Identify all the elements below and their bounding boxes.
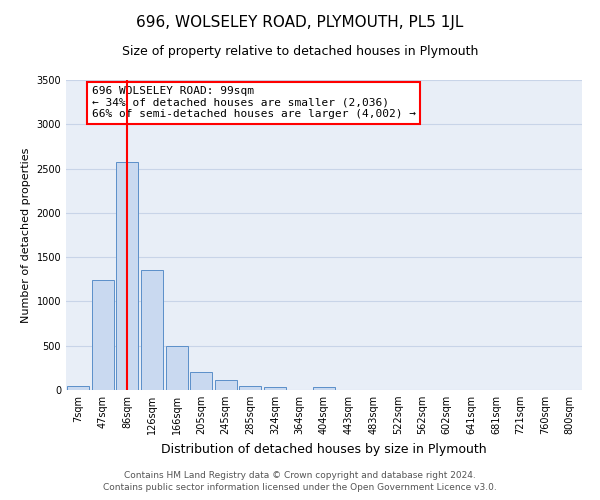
Bar (92, 280, 114, 390)
Bar (67, 386, 89, 390)
Bar (215, 380, 237, 390)
Text: 696, WOLSELEY ROAD, PLYMOUTH, PL5 1JL: 696, WOLSELEY ROAD, PLYMOUTH, PL5 1JL (136, 15, 464, 30)
Bar (141, 270, 163, 390)
Text: Size of property relative to detached houses in Plymouth: Size of property relative to detached ho… (122, 45, 478, 58)
Text: 696 WOLSELEY ROAD: 99sqm
← 34% of detached houses are smaller (2,036)
66% of sem: 696 WOLSELEY ROAD: 99sqm ← 34% of detach… (92, 86, 416, 120)
Bar (313, 388, 335, 390)
X-axis label: Distribution of detached houses by size in Plymouth: Distribution of detached houses by size … (161, 442, 487, 456)
Bar (116, 162, 139, 390)
Bar (239, 386, 262, 390)
Y-axis label: Number of detached properties: Number of detached properties (21, 148, 31, 322)
Bar (264, 388, 286, 390)
Bar (166, 346, 188, 390)
Text: Contains HM Land Registry data © Crown copyright and database right 2024.
Contai: Contains HM Land Registry data © Crown c… (103, 471, 497, 492)
Bar (190, 372, 212, 390)
